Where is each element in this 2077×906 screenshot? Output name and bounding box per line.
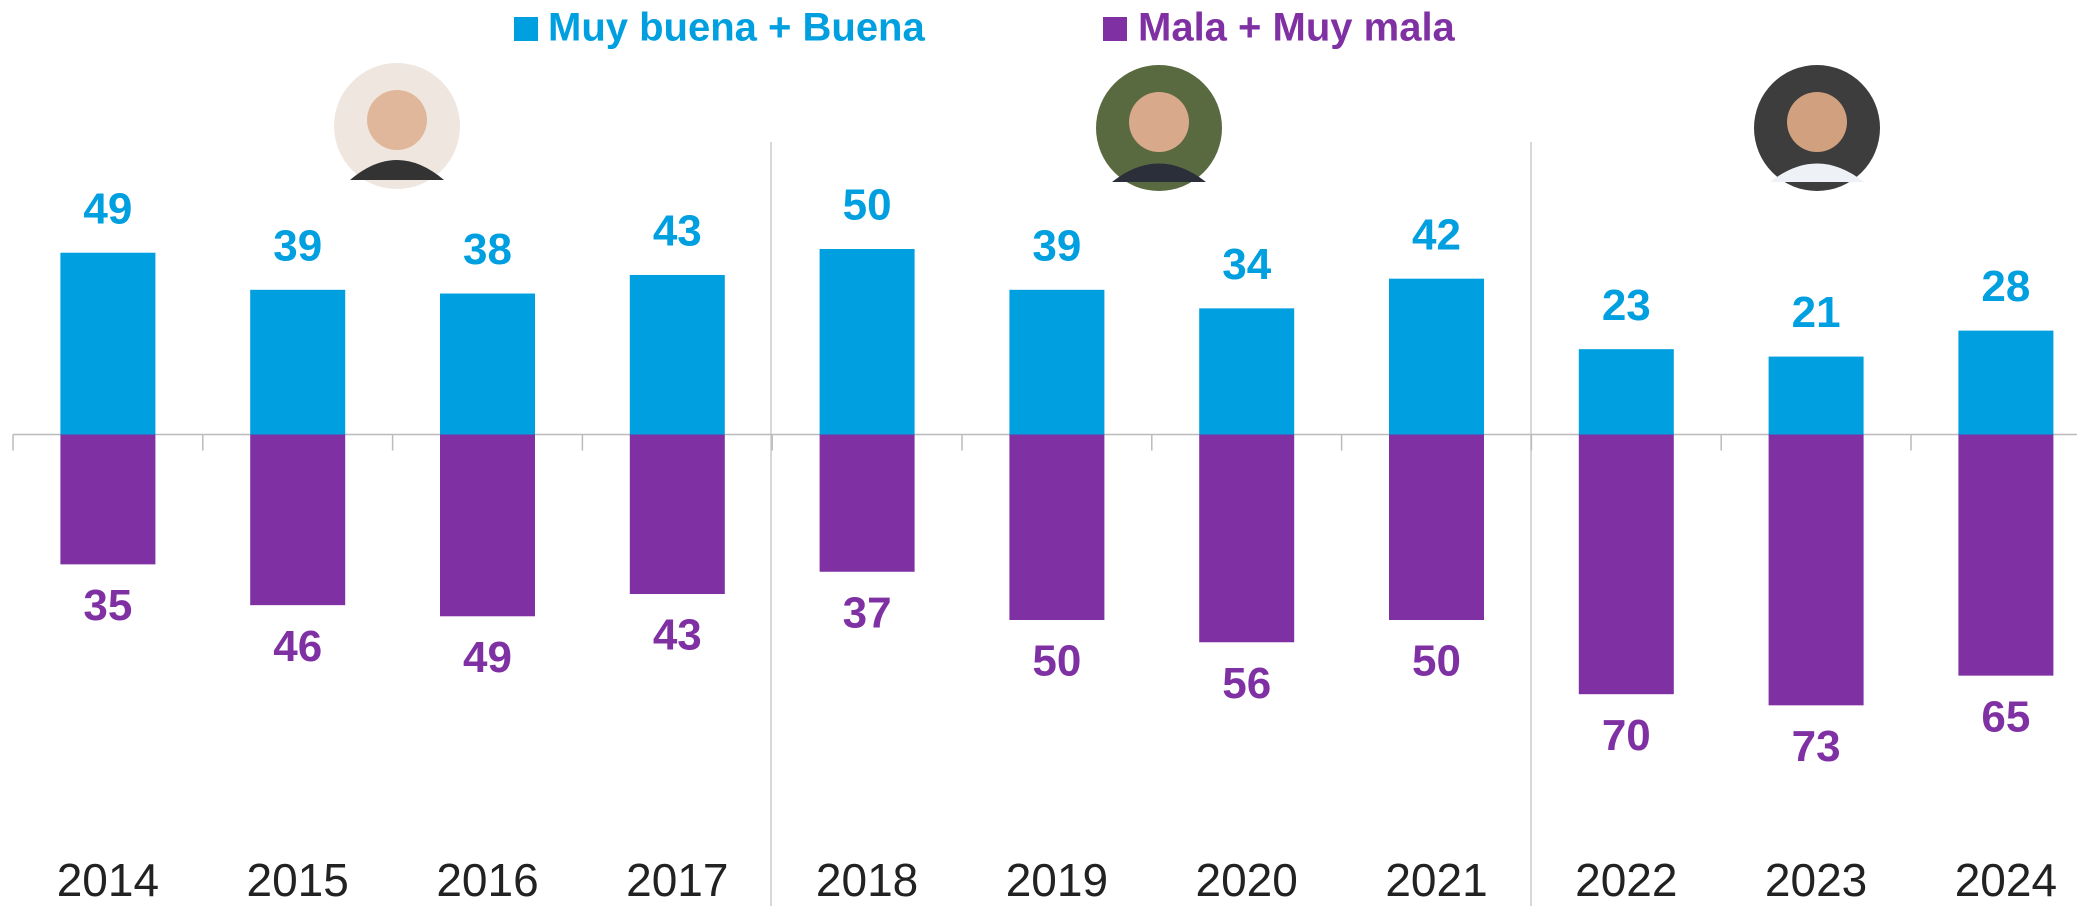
legend-swatch <box>1103 17 1127 41</box>
x-tick-label: 2018 <box>816 854 918 906</box>
value-label: 50 <box>1032 637 1081 686</box>
bar <box>629 274 725 435</box>
bar <box>629 434 725 595</box>
bar <box>250 289 346 435</box>
value-label: 50 <box>1412 637 1461 686</box>
bar <box>819 249 915 435</box>
bar <box>1199 308 1295 435</box>
x-tick-label: 2024 <box>1955 854 2057 906</box>
bar <box>440 434 535 617</box>
bar <box>1009 289 1105 435</box>
bar <box>250 434 346 606</box>
value-label: 42 <box>1412 210 1461 259</box>
value-label: 49 <box>83 184 132 233</box>
value-label: 23 <box>1602 281 1651 330</box>
president-photo <box>334 63 460 189</box>
x-tick-label: 2021 <box>1385 854 1487 906</box>
legend-swatch <box>514 17 538 41</box>
value-label: 28 <box>1981 262 2030 311</box>
legend-label: Muy buena + Buena <box>548 6 925 50</box>
value-label: 43 <box>653 207 702 256</box>
x-tick-label: 2019 <box>1006 854 1108 906</box>
bar <box>1389 278 1484 435</box>
bar <box>1958 434 2054 676</box>
bar <box>1578 434 1674 695</box>
bar <box>1768 356 1864 435</box>
bar <box>1958 330 2054 435</box>
legend-label: Mala + Muy mala <box>1138 6 1456 50</box>
x-tick-label: 2016 <box>436 854 538 906</box>
value-label: 43 <box>653 611 702 660</box>
value-label: 49 <box>463 633 512 682</box>
president-photo <box>1754 65 1880 191</box>
bar <box>1009 434 1105 620</box>
value-label: 38 <box>463 225 512 274</box>
bar <box>1389 434 1484 620</box>
x-tick-label: 2022 <box>1575 854 1677 906</box>
value-label: 37 <box>843 588 892 637</box>
x-tick-label: 2014 <box>57 854 159 906</box>
bar <box>1768 434 1864 706</box>
bar <box>440 293 535 435</box>
value-label: 70 <box>1602 711 1651 760</box>
bar <box>819 434 915 572</box>
president-photo <box>1096 65 1222 191</box>
value-label: 39 <box>273 221 322 270</box>
x-tick-label: 2020 <box>1196 854 1298 906</box>
value-label: 56 <box>1222 659 1271 708</box>
value-label: 50 <box>843 181 892 230</box>
value-label: 73 <box>1792 722 1841 771</box>
value-label: 35 <box>83 581 132 630</box>
x-tick-label: 2017 <box>626 854 728 906</box>
value-label: 46 <box>273 622 322 671</box>
bar <box>60 252 156 435</box>
value-label: 34 <box>1222 240 1271 289</box>
bar <box>1199 434 1295 643</box>
value-label: 65 <box>1981 692 2030 741</box>
bar <box>1578 349 1674 435</box>
x-tick-label: 2015 <box>247 854 349 906</box>
bar <box>60 434 156 565</box>
x-tick-label: 2023 <box>1765 854 1867 906</box>
value-label: 39 <box>1032 221 1081 270</box>
value-label: 21 <box>1792 288 1841 337</box>
